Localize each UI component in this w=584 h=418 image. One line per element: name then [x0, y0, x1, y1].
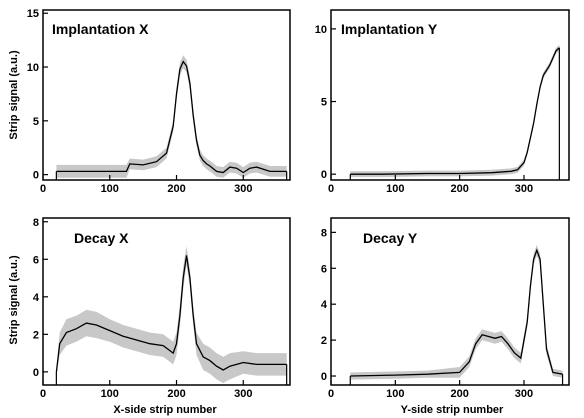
signal-line — [55, 255, 287, 372]
y-tick-label: 10 — [315, 24, 327, 36]
x-tick-label: 0 — [40, 388, 46, 400]
y-tick-label: 2 — [33, 329, 39, 341]
y-tick-label: 15 — [27, 8, 39, 20]
y-axis-label: Strip signal (a.u.) — [8, 50, 20, 140]
y-tick-label: 0 — [33, 367, 39, 379]
y-tick-label: 10 — [27, 62, 39, 74]
plot-frame — [42, 9, 291, 181]
chart-panel-1: 0 100 200 300 0 5 10 15 Implantation X Strip sign… — [8, 8, 291, 195]
signal-line — [350, 248, 563, 377]
y-axis-label: Strip signal (a.u.) — [8, 255, 20, 345]
x-tick-label: 200 — [450, 183, 468, 195]
y-tick-label: 4 — [33, 292, 40, 304]
uncertainty-band — [56, 246, 287, 384]
signal-line — [56, 60, 287, 174]
plot-frame — [330, 9, 570, 181]
x-tick-label: 200 — [167, 183, 185, 195]
x-tick-label: 0 — [40, 183, 46, 195]
panel-title: Implantation Y — [341, 21, 438, 37]
y-tick-label: 0 — [321, 169, 327, 181]
x-tick-label: 200 — [450, 388, 468, 400]
chart-panel-2: 0 100 200 300 0 5 10 Implantation Y — [315, 9, 570, 195]
y-tick-label: 0 — [321, 371, 327, 383]
y-tick-label: 0 — [33, 170, 39, 182]
y-tick-label: 4 — [321, 299, 328, 311]
plot-frame — [42, 217, 291, 386]
x-tick-label: 200 — [167, 388, 185, 400]
y-tick-label: 2 — [321, 335, 327, 347]
x-tick-label: 0 — [328, 183, 334, 195]
x-tick-label: 300 — [234, 183, 252, 195]
x-tick-label: 100 — [386, 388, 404, 400]
uncertainty-band — [350, 244, 563, 380]
chart-panel-4: 0 100 200 300 0 2 4 6 8 Decay Y Y-side strip numbe… — [321, 217, 570, 416]
y-tick-label: 8 — [321, 227, 327, 239]
plot-frame — [330, 217, 570, 386]
y-tick-label: 5 — [33, 116, 39, 128]
x-tick-label: 100 — [101, 183, 119, 195]
x-tick-label: 100 — [101, 388, 119, 400]
x-tick-label: 300 — [515, 388, 533, 400]
x-tick-label: 300 — [515, 183, 533, 195]
y-tick-label: 6 — [321, 263, 327, 275]
panel-title: Decay Y — [363, 230, 418, 246]
x-tick-label: 300 — [234, 388, 252, 400]
x-axis-label: X-side strip number — [113, 404, 217, 416]
y-tick-label: 8 — [33, 217, 39, 229]
chart-panel-3: 0 100 200 300 0 2 4 6 8 Decay X Strip signal (a.u.… — [8, 217, 291, 416]
panel-title: Implantation X — [52, 21, 149, 37]
x-axis-label: Y-side strip number — [401, 404, 504, 416]
panel-title: Decay X — [74, 230, 129, 246]
x-tick-label: 100 — [386, 183, 404, 195]
y-tick-label: 5 — [321, 97, 327, 109]
signal-line — [350, 47, 560, 175]
uncertainty-band — [56, 55, 287, 178]
y-tick-label: 6 — [33, 254, 39, 266]
x-tick-label: 0 — [328, 388, 334, 400]
uncertainty-band — [350, 44, 560, 178]
